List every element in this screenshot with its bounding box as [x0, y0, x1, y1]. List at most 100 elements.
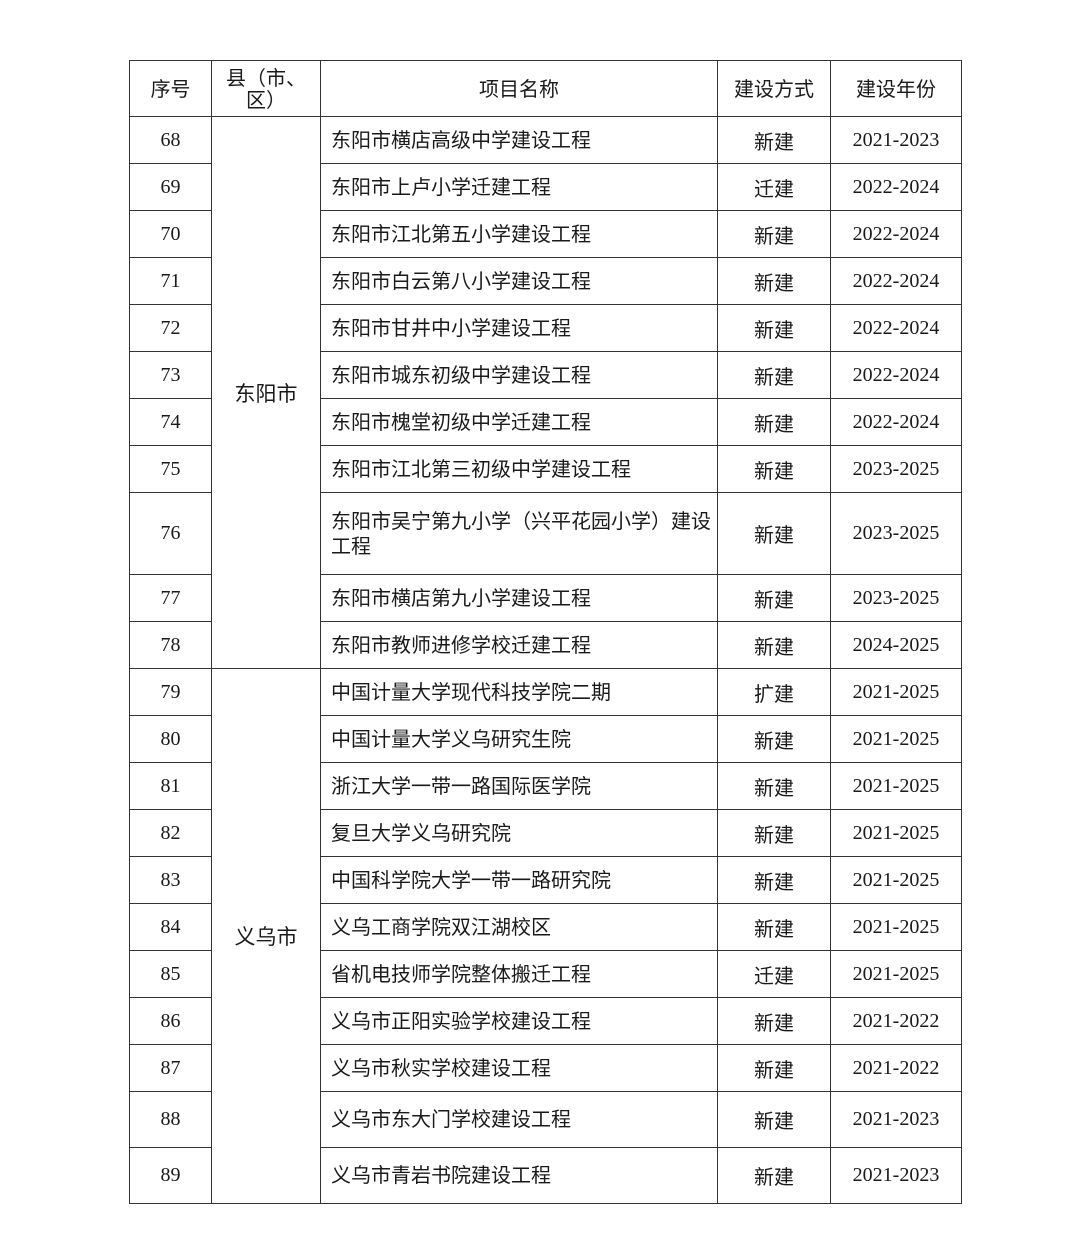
build-method: 新建: [717, 1091, 831, 1148]
row-number: 71: [129, 257, 212, 305]
project-name: 东阳市白云第八小学建设工程: [320, 257, 718, 305]
row-number: 74: [129, 398, 212, 446]
project-name: 东阳市槐堂初级中学迁建工程: [320, 398, 718, 446]
row-number: 82: [129, 809, 212, 857]
table-row: 68 东阳市 东阳市横店高级中学建设工程 新建 2021-2023: [129, 116, 962, 669]
build-years: 2023-2025: [830, 445, 962, 493]
row-number: 87: [129, 1044, 212, 1092]
table-row: 76 东阳市吴宁第九小学（兴平花园小学）建设工程 新建 2023-2025: [129, 492, 962, 575]
header-years: 建设年份: [830, 60, 962, 117]
build-method: 新建: [717, 621, 831, 669]
header-name: 项目名称: [320, 60, 718, 117]
build-years: 2021-2025: [830, 762, 962, 810]
build-years: 2022-2024: [830, 304, 962, 352]
table-row: 84 义乌工商学院双江湖校区 新建 2021-2025: [129, 903, 962, 951]
row-number: 84: [129, 903, 212, 951]
row-number: 70: [129, 210, 212, 258]
build-method: 新建: [717, 398, 831, 446]
build-years: 2022-2024: [830, 351, 962, 399]
project-name: 东阳市教师进修学校迁建工程: [320, 621, 718, 669]
project-name: 东阳市横店第九小学建设工程: [320, 574, 718, 622]
header-no: 序号: [129, 60, 212, 117]
build-method: 新建: [717, 762, 831, 810]
header-method: 建设方式: [717, 60, 831, 117]
build-years: 2023-2025: [830, 574, 962, 622]
project-name: 东阳市上卢小学迁建工程: [320, 163, 718, 211]
table-row: 79 义乌市 中国计量大学现代科技学院二期 扩建 2021-2025: [129, 668, 962, 1204]
build-years: 2022-2024: [830, 163, 962, 211]
build-years: 2022-2024: [830, 210, 962, 258]
build-method: 新建: [717, 997, 831, 1045]
build-method: 迁建: [717, 950, 831, 998]
build-years: 2021-2025: [830, 715, 962, 763]
project-name: 义乌市东大门学校建设工程: [320, 1091, 718, 1148]
build-years: 2021-2025: [830, 903, 962, 951]
row-number: 80: [129, 715, 212, 763]
table-row: 88 义乌市东大门学校建设工程 新建 2021-2023: [129, 1091, 962, 1148]
row-number: 78: [129, 621, 212, 669]
header-row: 序号 县（市、区） 项目名称 建设方式 建设年份: [129, 60, 962, 117]
project-name: 义乌市正阳实验学校建设工程: [320, 997, 718, 1045]
build-years: 2021-2025: [830, 950, 962, 998]
project-name: 中国计量大学义乌研究生院: [320, 715, 718, 763]
build-years: 2021-2025: [830, 809, 962, 857]
build-method: 扩建: [717, 668, 831, 716]
build-years: 2022-2024: [830, 398, 962, 446]
project-name: 义乌市青岩书院建设工程: [320, 1147, 718, 1204]
project-name: 东阳市江北第五小学建设工程: [320, 210, 718, 258]
build-method: 新建: [717, 304, 831, 352]
build-method: 新建: [717, 116, 831, 164]
build-years: 2021-2022: [830, 997, 962, 1045]
row-number: 69: [129, 163, 212, 211]
table-row: 86 义乌市正阳实验学校建设工程 新建 2021-2022: [129, 997, 962, 1045]
build-years: 2021-2025: [830, 856, 962, 904]
row-number: 83: [129, 856, 212, 904]
table-row: 89 义乌市青岩书院建设工程 新建 2021-2023: [129, 1147, 962, 1204]
build-method: 新建: [717, 1044, 831, 1092]
row-number: 68: [129, 116, 212, 164]
build-method: 新建: [717, 809, 831, 857]
build-years: 2021-2023: [830, 1091, 962, 1148]
build-method: 新建: [717, 492, 831, 575]
table-row: 85 省机电技师学院整体搬迁工程 迁建 2021-2025: [129, 950, 962, 998]
row-number: 76: [129, 492, 212, 575]
project-name: 复旦大学义乌研究院: [320, 809, 718, 857]
row-number: 81: [129, 762, 212, 810]
build-method: 新建: [717, 257, 831, 305]
build-method: 新建: [717, 1147, 831, 1204]
row-number: 86: [129, 997, 212, 1045]
table-row: 83 中国科学院大学一带一路研究院 新建 2021-2025: [129, 856, 962, 904]
project-name: 东阳市江北第三初级中学建设工程: [320, 445, 718, 493]
project-table: 序号 县（市、区） 项目名称 建设方式 建设年份 68 东阳市 东阳市横店高级中学建…: [129, 60, 962, 1204]
project-name: 中国科学院大学一带一路研究院: [320, 856, 718, 904]
table-row: 73 东阳市城东初级中学建设工程 新建 2022-2024: [129, 351, 962, 399]
build-method: 新建: [717, 445, 831, 493]
county-cell: 东阳市: [211, 116, 321, 669]
project-name: 东阳市吴宁第九小学（兴平花园小学）建设工程: [320, 492, 718, 575]
table-row: 69 东阳市上卢小学迁建工程 迁建 2022-2024: [129, 163, 962, 211]
row-number: 79: [129, 668, 212, 716]
build-years: 2022-2024: [830, 257, 962, 305]
row-number: 88: [129, 1091, 212, 1148]
project-name: 浙江大学一带一路国际医学院: [320, 762, 718, 810]
project-name: 东阳市甘井中小学建设工程: [320, 304, 718, 352]
project-name: 东阳市横店高级中学建设工程: [320, 116, 718, 164]
project-name: 省机电技师学院整体搬迁工程: [320, 950, 718, 998]
build-years: 2021-2023: [830, 116, 962, 164]
county-cell: 义乌市: [211, 668, 321, 1204]
build-method: 新建: [717, 715, 831, 763]
build-method: 新建: [717, 210, 831, 258]
table-row: 87 义乌市秋实学校建设工程 新建 2021-2022: [129, 1044, 962, 1092]
row-number: 72: [129, 304, 212, 352]
project-name: 义乌工商学院双江湖校区: [320, 903, 718, 951]
build-years: 2023-2025: [830, 492, 962, 575]
build-years: 2021-2025: [830, 668, 962, 716]
row-number: 73: [129, 351, 212, 399]
row-number: 85: [129, 950, 212, 998]
table-row: 77 东阳市横店第九小学建设工程 新建 2023-2025: [129, 574, 962, 622]
row-number: 75: [129, 445, 212, 493]
row-number: 89: [129, 1147, 212, 1204]
header-county: 县（市、区）: [211, 60, 321, 117]
table-row: 72 东阳市甘井中小学建设工程 新建 2022-2024: [129, 304, 962, 352]
build-method: 新建: [717, 351, 831, 399]
